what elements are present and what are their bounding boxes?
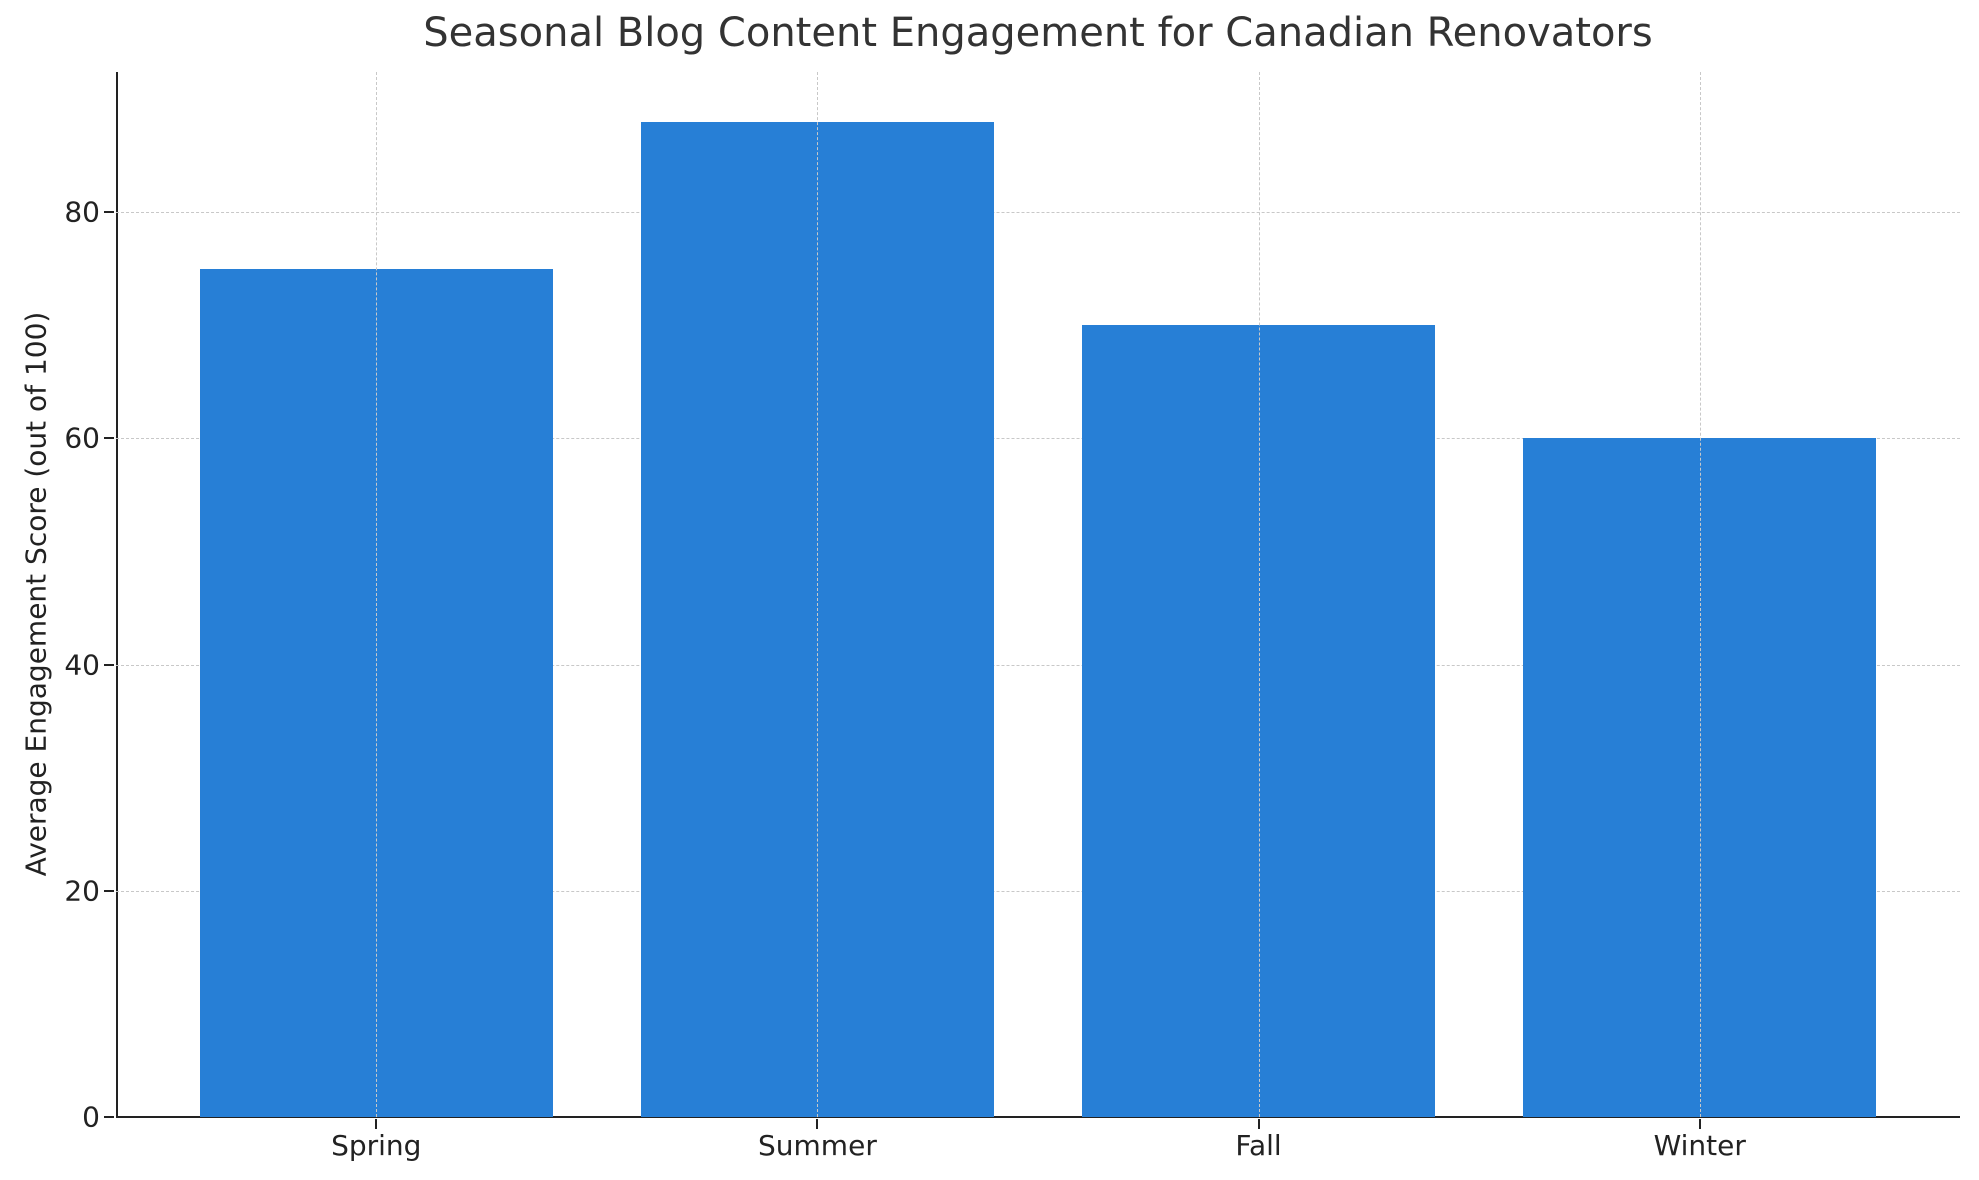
y-tick xyxy=(104,211,114,214)
y-tick xyxy=(104,1116,114,1118)
chart-title: Seasonal Blog Content Engagement for Can… xyxy=(423,10,1653,56)
x-tick xyxy=(375,1119,378,1129)
bar-summer xyxy=(640,121,994,1117)
v-gridline xyxy=(1258,72,1260,1117)
v-gridline xyxy=(376,72,378,1117)
y-tick-label: 40 xyxy=(64,648,100,682)
y-tick xyxy=(104,889,114,892)
x-tick-label: Winter xyxy=(1653,1129,1746,1162)
h-gridline xyxy=(116,664,1960,666)
y-tick xyxy=(104,437,114,440)
x-axis-line xyxy=(116,1116,1960,1118)
y-tick-label: 0 xyxy=(82,1100,100,1134)
y-axis-label: Average Engagement Score (out of 100) xyxy=(19,311,53,877)
x-tick xyxy=(816,1119,819,1129)
plot-area: 0 20 40 60 80 Spring Summer Fall Winter xyxy=(64,72,1960,1162)
y-axis-line xyxy=(116,72,118,1117)
v-gridline xyxy=(1699,72,1701,1117)
h-gridline xyxy=(116,890,1960,892)
y-tick-label: 60 xyxy=(64,421,100,455)
y-tick xyxy=(104,663,114,666)
y-tick-label: 20 xyxy=(64,874,100,908)
x-tick-label: Spring xyxy=(331,1129,422,1162)
x-tick xyxy=(1257,1119,1260,1129)
h-gridline xyxy=(116,212,1960,214)
bar-winter xyxy=(1523,438,1877,1117)
x-tick xyxy=(1698,1119,1701,1129)
h-gridline xyxy=(116,438,1960,440)
x-tick-label: Fall xyxy=(1235,1129,1282,1162)
v-gridline xyxy=(817,72,819,1117)
y-tick-label: 80 xyxy=(64,195,100,229)
x-tick-label: Summer xyxy=(758,1129,877,1162)
